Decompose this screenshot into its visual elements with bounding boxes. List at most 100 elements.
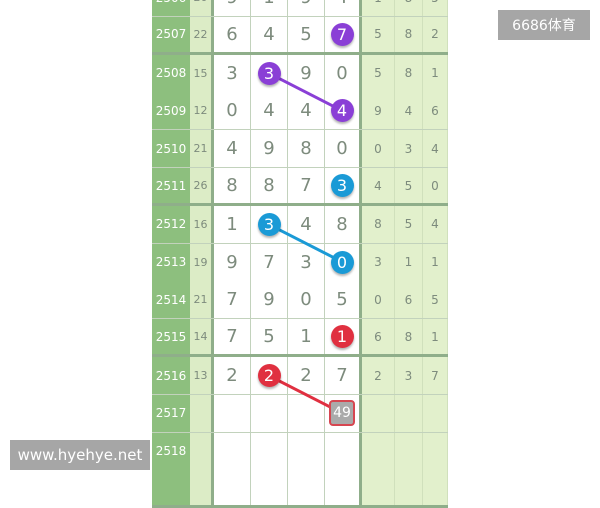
right-cell: 8 xyxy=(395,0,423,16)
digit-cell: 4 xyxy=(251,92,288,130)
right-cell: 0 xyxy=(362,281,395,319)
right-cell: 4 xyxy=(395,92,423,130)
right-cell xyxy=(395,470,423,506)
sum-value: 20 xyxy=(190,0,214,16)
digit-cell: 7 xyxy=(214,319,251,355)
digit-cell: 7 xyxy=(214,281,251,319)
digit-cell: 7 xyxy=(251,243,288,281)
right-cell xyxy=(362,470,395,506)
right-cell: 2 xyxy=(423,16,448,52)
right-cell: 8 xyxy=(395,54,423,92)
digit-cell: 8 xyxy=(214,168,251,203)
right-cell: 6 xyxy=(395,281,423,319)
issue-number: 2513 xyxy=(152,243,190,281)
sum-value: 13 xyxy=(190,357,214,394)
table-row: 2518 xyxy=(152,432,448,471)
issue-number: 2512 xyxy=(152,205,190,243)
right-cell: 5 xyxy=(395,205,423,243)
highlight-ball: 1 xyxy=(330,325,354,349)
digit-cell: 9 xyxy=(288,54,325,92)
issue-number: 2514 xyxy=(152,281,190,319)
right-cell xyxy=(395,394,423,432)
sum-value xyxy=(190,470,214,506)
highlight-ball: 3 xyxy=(330,174,354,197)
table-row: 2508153390581 xyxy=(152,54,448,93)
digit-cell: 1 xyxy=(288,319,325,355)
digit-cell xyxy=(214,432,251,470)
right-cell: 7 xyxy=(423,357,448,394)
digit-cell: 9 xyxy=(214,0,251,16)
digit-cell xyxy=(325,432,362,470)
right-cell: 5 xyxy=(362,54,395,92)
digit-cell: 4 xyxy=(214,130,251,168)
right-cell: 1 xyxy=(423,243,448,281)
table-row: 2513199730311 xyxy=(152,243,448,282)
sum-value: 12 xyxy=(190,92,214,130)
sum-value: 22 xyxy=(190,16,214,52)
digit-cell: 8 xyxy=(288,130,325,168)
digit-cell: 2 xyxy=(214,357,251,394)
table-row xyxy=(152,470,448,508)
watermark-top-right: 6686体育 xyxy=(498,10,590,40)
right-cell xyxy=(423,432,448,470)
digit-cell xyxy=(288,432,325,470)
digit-cell xyxy=(251,470,288,506)
issue-number: 2509 xyxy=(152,92,190,130)
digit-cell xyxy=(288,470,325,506)
table-row: 2507226457582 xyxy=(152,16,448,55)
right-cell: 6 xyxy=(362,319,395,355)
issue-number: 2508 xyxy=(152,54,190,92)
right-cell: 1 xyxy=(395,243,423,281)
right-cell: 5 xyxy=(395,168,423,203)
digit-cell: 5 xyxy=(251,319,288,355)
right-cell: 8 xyxy=(395,319,423,355)
table-row: 2509120444946 xyxy=(152,92,448,131)
right-cell: 3 xyxy=(395,357,423,394)
right-cell: 3 xyxy=(395,130,423,168)
digit-cell: 2 xyxy=(288,357,325,394)
digit-cell: 4 xyxy=(251,16,288,52)
table-row: 2517 49 xyxy=(152,394,448,433)
highlight-ball: 3 xyxy=(257,212,281,236)
digit-cell xyxy=(251,432,288,470)
right-cell xyxy=(423,470,448,506)
right-cell: 5 xyxy=(423,0,448,16)
issue-number: 2517 xyxy=(152,394,190,432)
prediction-box: 49 xyxy=(329,400,355,427)
highlight-ball: 0 xyxy=(330,250,354,274)
table-row: 2511268873450 xyxy=(152,168,448,206)
table-row: 2515147511681 xyxy=(152,319,448,358)
issue-number: 2506 xyxy=(152,0,190,16)
issue-number: 2518 xyxy=(152,432,190,470)
right-cell xyxy=(395,432,423,470)
issue-number: 2516 xyxy=(152,357,190,394)
digit-cell: 0 xyxy=(288,281,325,319)
digit-cell: 4 xyxy=(288,92,325,130)
right-cell: 6 xyxy=(423,92,448,130)
table-row: 2512161348854 xyxy=(152,205,448,244)
digit-cell: 3 xyxy=(214,54,251,92)
right-cell: 2 xyxy=(362,357,395,394)
sum-value: 14 xyxy=(190,319,214,355)
digit-cell: 5 xyxy=(325,281,362,319)
sum-value: 19 xyxy=(190,243,214,281)
digit-cell: 7 xyxy=(325,357,362,394)
digit-cell: 0 xyxy=(214,92,251,130)
right-cell: 5 xyxy=(423,281,448,319)
digit-cell: 1 xyxy=(214,205,251,243)
digit-cell: 7 xyxy=(288,168,325,203)
right-cell xyxy=(362,432,395,470)
right-cell: 1 xyxy=(423,319,448,355)
digit-cell: 3 xyxy=(288,243,325,281)
issue-number xyxy=(152,470,190,506)
right-cell: 3 xyxy=(362,243,395,281)
watermark-bottom-left: www.hyehye.net xyxy=(10,440,150,470)
digit-cell: 5 xyxy=(288,16,325,52)
digit-cell: 9 xyxy=(251,281,288,319)
right-cell: 0 xyxy=(423,168,448,203)
sum-value: 26 xyxy=(190,168,214,203)
issue-number: 2515 xyxy=(152,319,190,355)
digit-cell: 1 xyxy=(251,0,288,16)
right-cell: 9 xyxy=(362,92,395,130)
right-cell: 8 xyxy=(395,16,423,52)
